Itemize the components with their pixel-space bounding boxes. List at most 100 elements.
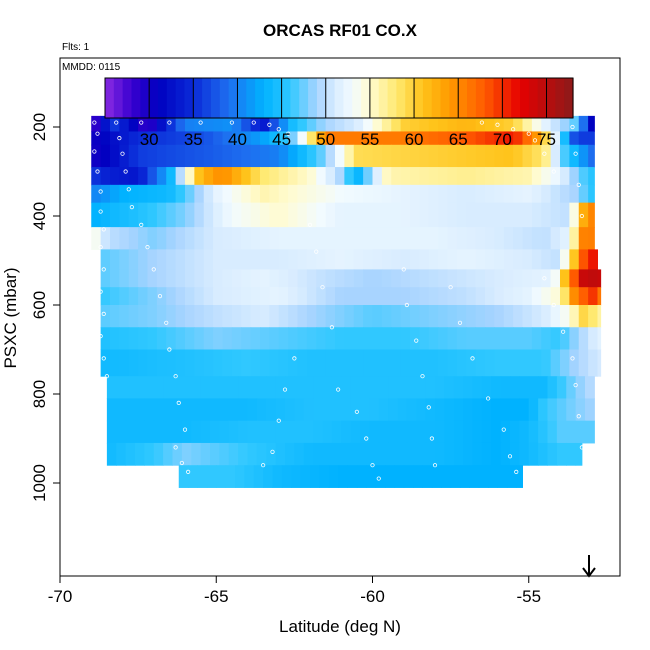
- heatmap-cell: [313, 398, 323, 422]
- colorbar-swatch: [157, 78, 168, 118]
- heatmap-cell: [222, 269, 233, 288]
- colorbar-tick-label: 30: [140, 130, 159, 149]
- heatmap-cell: [316, 184, 327, 204]
- heatmap-cell: [163, 376, 173, 399]
- heatmap-cell: [185, 287, 195, 306]
- heatmap-cell: [250, 287, 261, 306]
- heatmap-cell: [291, 465, 302, 488]
- colorbar-swatch: [122, 78, 133, 118]
- heatmap-cell: [135, 420, 145, 444]
- heatmap-cell: [394, 465, 405, 488]
- heatmap-cell: [338, 465, 348, 488]
- heatmap-cell: [456, 287, 467, 306]
- heatmap-cell: [231, 131, 242, 146]
- heatmap-cell: [241, 202, 252, 228]
- heatmap-cell: [241, 249, 252, 270]
- heatmap-cell: [428, 269, 439, 288]
- heatmap-cell: [185, 249, 195, 270]
- heatmap-cell: [219, 376, 230, 399]
- heatmap-cell: [419, 144, 430, 168]
- heatmap-cell: [222, 349, 233, 377]
- colorbar-swatch: [458, 78, 468, 118]
- heatmap-cell: [419, 184, 430, 204]
- track-point: [92, 149, 97, 154]
- heatmap-cell: [166, 184, 177, 204]
- heatmap-cell: [100, 249, 111, 270]
- heatmap-cell: [588, 269, 598, 288]
- heatmap-cell: [119, 287, 130, 306]
- heatmap-cell: [485, 287, 495, 306]
- heatmap-cell: [541, 115, 552, 132]
- heatmap-cell: [466, 249, 477, 270]
- heatmap-cell: [241, 327, 252, 350]
- heatmap-cell: [363, 287, 373, 306]
- heatmap-cell: [400, 287, 411, 306]
- heatmap-cell: [391, 115, 402, 132]
- colorbar-tick-label: 75: [537, 130, 556, 149]
- heatmap-cell: [519, 442, 530, 466]
- heatmap-cell: [503, 115, 514, 132]
- heatmap-cell: [528, 442, 539, 466]
- heatmap-cell: [503, 131, 514, 146]
- track-point: [432, 463, 438, 468]
- heatmap-cell: [260, 184, 270, 204]
- track-point: [157, 293, 163, 299]
- track-point: [292, 356, 297, 361]
- y-tick-label: 1000: [30, 464, 49, 502]
- heatmap-cell: [406, 398, 417, 422]
- heatmap-cell: [538, 442, 548, 466]
- heatmap-cell: [550, 144, 561, 168]
- heatmap-cell: [203, 184, 214, 204]
- x-tick-label: -60: [360, 587, 385, 606]
- heatmap-cell: [128, 287, 139, 306]
- heatmap-cell: [156, 269, 167, 288]
- heatmap-cell: [110, 249, 120, 270]
- heatmap-cell: [231, 167, 242, 186]
- heatmap-cell: [119, 269, 130, 288]
- heatmap-cell: [513, 227, 523, 250]
- colorbar-swatch: [290, 78, 300, 118]
- heatmap-cell: [503, 249, 514, 270]
- heatmap-cell: [350, 376, 361, 399]
- heatmap-cell: [119, 349, 130, 377]
- heatmap-cell: [206, 465, 217, 488]
- heatmap-cell: [475, 144, 486, 168]
- heatmap-cell: [250, 249, 261, 270]
- heatmap-cell: [325, 144, 336, 168]
- heatmap-cell: [278, 131, 289, 146]
- x-tick-label: -65: [204, 587, 229, 606]
- heatmap-cell: [313, 376, 323, 399]
- colorbar-swatch: [334, 78, 345, 118]
- heatmap-cell: [335, 269, 345, 288]
- heatmap-cell: [463, 442, 473, 466]
- colorbar-swatch: [405, 78, 415, 118]
- heatmap-cell: [560, 227, 570, 250]
- heatmap-cell: [166, 115, 177, 132]
- track-point: [173, 445, 178, 450]
- heatmap-cell: [522, 305, 533, 328]
- heatmap-cell: [250, 327, 261, 350]
- heatmap-cell: [475, 202, 486, 228]
- heatmap-cell: [528, 398, 539, 422]
- heatmap-cell: [428, 144, 439, 168]
- track-point: [401, 267, 406, 272]
- heatmap-cell: [303, 376, 314, 399]
- heatmap-cell: [166, 269, 177, 288]
- heatmap-cell: [388, 442, 398, 466]
- heatmap-cell: [363, 131, 373, 146]
- heatmap-cell: [166, 249, 177, 270]
- heatmap-cell: [316, 227, 327, 250]
- heatmap-cell: [369, 442, 380, 466]
- heatmap-cell: [538, 420, 548, 444]
- track-point: [276, 127, 281, 132]
- heatmap-cell: [578, 115, 589, 132]
- heatmap-cell: [372, 131, 383, 146]
- heatmap-cell: [400, 305, 411, 328]
- heatmap-cell: [256, 398, 267, 422]
- heatmap-cell: [369, 398, 380, 422]
- heatmap-cell: [385, 465, 395, 488]
- heatmap-cell: [419, 287, 430, 306]
- heatmap-cell: [316, 144, 327, 168]
- heatmap-cell: [191, 398, 202, 422]
- heatmap-cell: [381, 144, 392, 168]
